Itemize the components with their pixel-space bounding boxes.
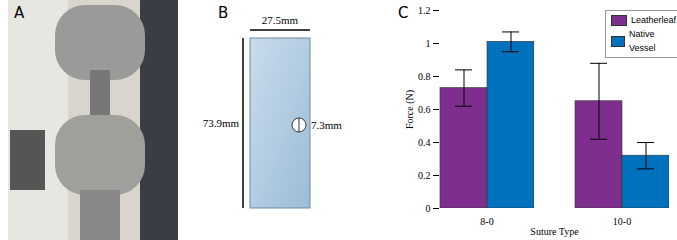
svg-text:0: 0: [426, 203, 431, 214]
svg-text:0.8: 0.8: [418, 71, 431, 82]
html-text:C: C: [398, 4, 409, 22]
html-text:Native Vessel: Native Vessel: [629, 29, 656, 53]
svg-text:0.2: 0.2: [418, 170, 431, 181]
svg-text:1: 1: [426, 38, 431, 49]
svg-text:27.5mm: 27.5mm: [262, 14, 299, 26]
html-text:B: B: [218, 4, 229, 22]
svg-text:10-0: 10-0: [613, 216, 631, 227]
html-text:Leatherleaf: Leatherleaf: [631, 15, 676, 25]
svg-text:0.4: 0.4: [418, 137, 431, 148]
svg-text:0.6: 0.6: [418, 104, 431, 115]
svg-text:Suture Type: Suture Type: [530, 226, 579, 237]
svg-text:Force (N): Force (N): [404, 90, 416, 129]
svg-text:1.2: 1.2: [418, 5, 431, 16]
svg-text:7.3mm: 7.3mm: [311, 119, 342, 131]
svg-text:73.9mm: 73.9mm: [203, 117, 240, 129]
html-text:A: A: [14, 4, 25, 22]
svg-text:8-0: 8-0: [480, 216, 493, 227]
